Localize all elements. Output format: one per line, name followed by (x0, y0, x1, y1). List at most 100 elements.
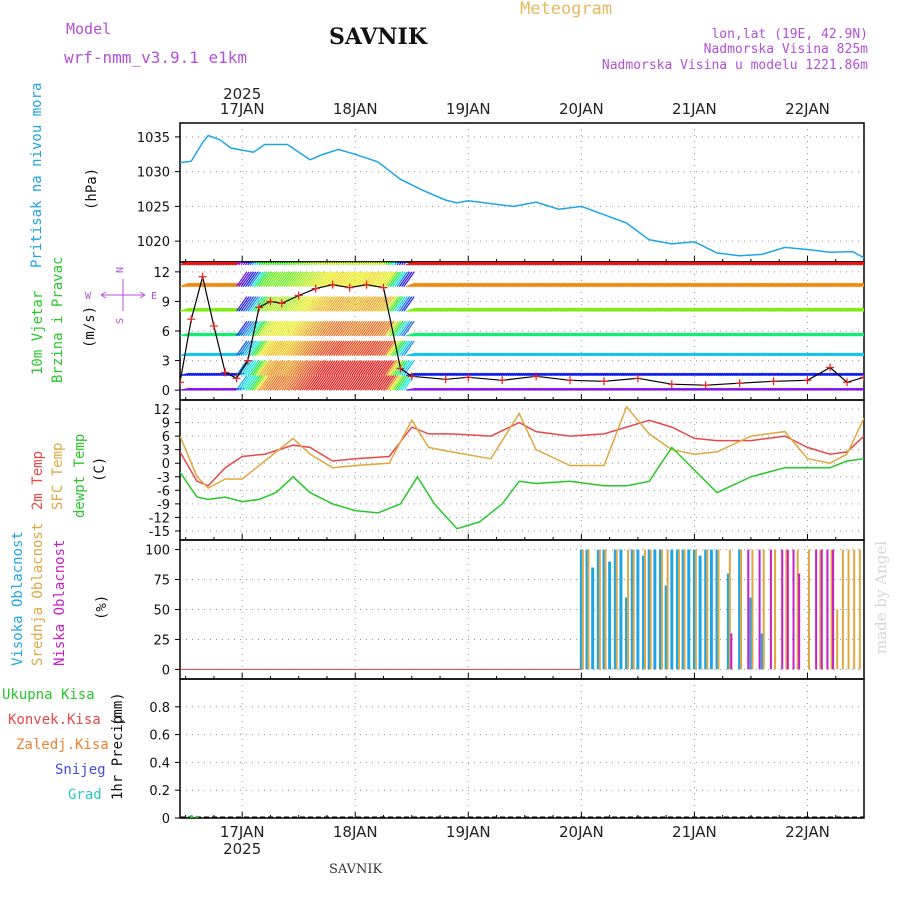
wind-barb (321, 271, 334, 287)
wind-barb (200, 307, 211, 312)
wind-barb (353, 296, 365, 312)
wind-barb (276, 262, 281, 266)
wind-barb (473, 307, 484, 312)
wind-barb (191, 262, 201, 266)
wind-barb (772, 262, 782, 266)
wind-barb (344, 360, 356, 376)
wind-direction-key: N S E W (85, 267, 157, 324)
wind-barb (444, 262, 454, 266)
wind-barb (704, 307, 715, 312)
wind-barb (364, 375, 377, 391)
wind-barb (806, 262, 816, 266)
wind-barb (756, 307, 767, 312)
wind-barb (600, 332, 611, 337)
wind-barb (321, 320, 334, 337)
wind-barb (679, 282, 690, 288)
wind-barb (500, 307, 511, 312)
wind-barb (383, 375, 395, 391)
wind-barb (328, 296, 341, 312)
wind-barb (281, 262, 285, 266)
wind-barb (333, 340, 345, 356)
wind-barb (627, 262, 637, 266)
wind-barb (518, 262, 529, 266)
wind-barb (595, 307, 606, 312)
wind-barb (389, 340, 402, 356)
wind-barb (643, 262, 653, 266)
wind-barb (299, 271, 311, 287)
wind-barb (591, 282, 602, 288)
wind-barb (494, 332, 505, 337)
wind-barb (288, 271, 300, 287)
wind-barb (623, 307, 633, 312)
y-tick-label: 25 (153, 633, 170, 648)
wind-barb (428, 262, 438, 266)
wind-barb (808, 307, 819, 312)
wind-barb (283, 262, 287, 266)
wind-barb (182, 332, 193, 337)
wind-barb (745, 282, 755, 288)
wind-barb (290, 360, 302, 376)
wind-barb (507, 282, 518, 288)
wind-barb (297, 340, 309, 356)
y-tick-label: 9 (162, 417, 170, 432)
wind-barb (781, 262, 791, 266)
wind-barb (717, 262, 728, 266)
wind-barb (729, 262, 739, 266)
wind-barb (444, 332, 455, 337)
wind-barb (693, 262, 703, 266)
wind-barb (665, 332, 676, 337)
wind-barb (573, 307, 584, 312)
wind-barb (369, 375, 381, 391)
wind-barb (480, 307, 491, 312)
wind-barb (326, 262, 330, 266)
wind-barb (353, 320, 365, 337)
wind-barb (546, 262, 556, 266)
wind-barb (369, 271, 381, 287)
wind-barb (306, 320, 318, 337)
wind-barb (389, 262, 394, 266)
wind-barb (188, 262, 198, 266)
wind-barb (337, 340, 350, 356)
wind-gust-marker (379, 283, 388, 292)
wind-barb (202, 262, 212, 266)
wind-barb (283, 320, 295, 337)
wind-barb (697, 307, 708, 312)
wind-barb (364, 340, 377, 356)
y-tick-label: 0 (162, 384, 170, 399)
wind-barb (561, 332, 572, 337)
y-tick-label: 0.4 (149, 756, 170, 771)
wind-barb (611, 332, 622, 337)
wind-barb (575, 282, 586, 288)
wind-barb (227, 307, 238, 312)
wind-barb (442, 332, 453, 337)
wind-barb (704, 282, 715, 288)
x-tick-label-top: 17JAN (220, 100, 265, 118)
wind-barb (258, 340, 270, 356)
wind-barb (278, 271, 291, 287)
wind-barb (817, 332, 828, 337)
wind-barb (675, 332, 685, 337)
wind-barb (446, 332, 457, 337)
wind-barb (738, 307, 749, 312)
wind-barb (227, 332, 238, 337)
wind-barb (446, 307, 457, 312)
wind-barb (756, 332, 767, 337)
wind-barb (288, 360, 300, 376)
wind-barb (652, 332, 663, 337)
wind-barb (708, 332, 719, 337)
wind-barb (747, 262, 757, 266)
wind-barb (582, 332, 593, 337)
wind-barb (496, 307, 507, 312)
wind-barb (751, 282, 762, 288)
wind-barb (625, 332, 636, 337)
wind-barb (713, 262, 723, 266)
wind-barb (466, 262, 477, 266)
wind-barb (749, 282, 760, 288)
wind-barb (514, 332, 525, 337)
wind-barb (258, 360, 270, 376)
precip-bars (180, 815, 864, 818)
wind-barb (396, 340, 408, 356)
wind-barb (358, 262, 362, 266)
wind-gust-marker (701, 381, 710, 390)
wind-barb (251, 375, 264, 391)
